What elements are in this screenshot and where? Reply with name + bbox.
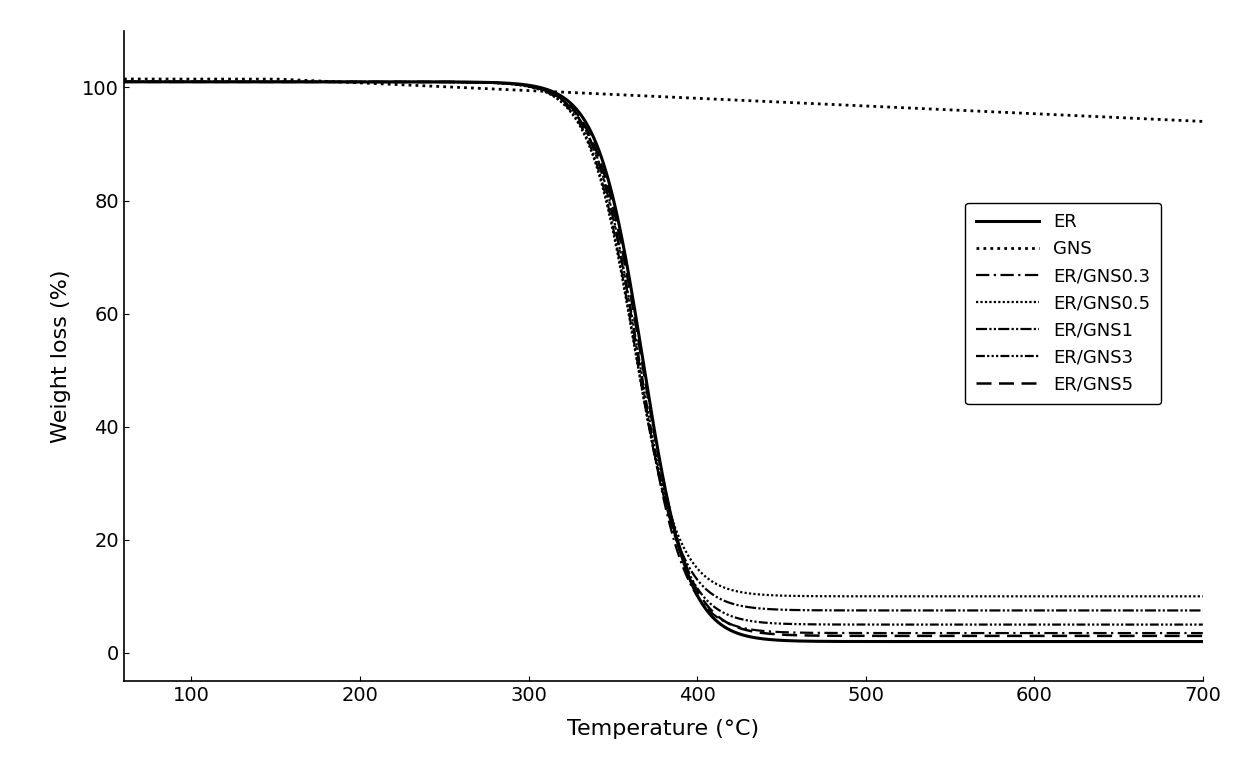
ER/GNS0.5 <box>239 77 254 87</box>
ER/GNS3 <box>531 84 546 93</box>
ER/GNS5 <box>117 77 131 87</box>
GNS <box>304 76 319 85</box>
ER/GNS3 <box>1058 620 1073 629</box>
ER/GNS1 <box>1058 606 1073 615</box>
ER <box>117 77 131 87</box>
ER/GNS5 <box>1058 632 1073 641</box>
GNS <box>1058 111 1073 120</box>
ER/GNS1 <box>1174 606 1189 615</box>
Line: GNS: GNS <box>124 79 1203 122</box>
ER <box>531 82 546 91</box>
ER <box>1174 637 1189 646</box>
GNS <box>1174 116 1189 125</box>
Legend: ER, GNS, ER/GNS0.3, ER/GNS0.5, ER/GNS1, ER/GNS3, ER/GNS5: ER, GNS, ER/GNS0.3, ER/GNS0.5, ER/GNS1, … <box>965 203 1162 404</box>
ER/GNS0.3 <box>577 124 591 133</box>
ER <box>1195 637 1210 646</box>
ER <box>304 77 319 87</box>
GNS <box>577 88 591 98</box>
Line: ER/GNS1: ER/GNS1 <box>124 82 1203 611</box>
ER/GNS0.3 <box>304 77 319 87</box>
ER/GNS0.3 <box>1195 628 1210 638</box>
Y-axis label: Weight loss (%): Weight loss (%) <box>51 269 71 443</box>
ER/GNS0.5 <box>117 77 131 87</box>
ER/GNS3 <box>239 77 254 87</box>
ER/GNS0.3 <box>531 84 546 93</box>
ER/GNS1 <box>531 84 546 94</box>
ER/GNS0.3 <box>1058 628 1073 638</box>
Line: ER: ER <box>124 82 1203 642</box>
ER <box>1058 637 1073 646</box>
ER/GNS1 <box>577 128 591 138</box>
GNS <box>1195 117 1210 126</box>
ER/GNS5 <box>1174 632 1189 641</box>
ER/GNS1 <box>1195 606 1210 615</box>
Line: ER/GNS0.3: ER/GNS0.3 <box>124 82 1203 633</box>
ER/GNS3 <box>1174 620 1189 629</box>
Line: ER/GNS5: ER/GNS5 <box>124 82 1203 636</box>
ER/GNS3 <box>304 77 319 87</box>
ER/GNS0.5 <box>531 84 546 94</box>
ER/GNS5 <box>239 77 254 87</box>
ER/GNS0.3 <box>117 77 131 87</box>
Line: ER/GNS0.5: ER/GNS0.5 <box>124 82 1203 596</box>
ER/GNS5 <box>1195 632 1210 641</box>
GNS <box>531 87 546 96</box>
ER/GNS3 <box>1195 620 1210 629</box>
ER/GNS5 <box>531 84 546 93</box>
ER/GNS5 <box>304 77 319 87</box>
ER/GNS0.5 <box>577 130 591 139</box>
ER/GNS0.3 <box>239 77 254 87</box>
GNS <box>117 74 131 84</box>
ER/GNS0.5 <box>304 77 319 87</box>
ER/GNS3 <box>117 77 131 87</box>
Line: ER/GNS3: ER/GNS3 <box>124 82 1203 625</box>
ER/GNS1 <box>239 77 254 87</box>
ER/GNS0.3 <box>1174 628 1189 638</box>
ER/GNS1 <box>304 77 319 87</box>
ER/GNS3 <box>577 123 591 132</box>
GNS <box>239 74 254 84</box>
ER/GNS0.5 <box>1195 591 1210 601</box>
ER/GNS0.5 <box>1174 591 1189 601</box>
ER <box>239 77 254 87</box>
ER <box>577 115 591 125</box>
ER/GNS1 <box>117 77 131 87</box>
ER/GNS5 <box>577 121 591 130</box>
X-axis label: Temperature (°C): Temperature (°C) <box>568 719 759 739</box>
ER/GNS0.5 <box>1058 591 1073 601</box>
